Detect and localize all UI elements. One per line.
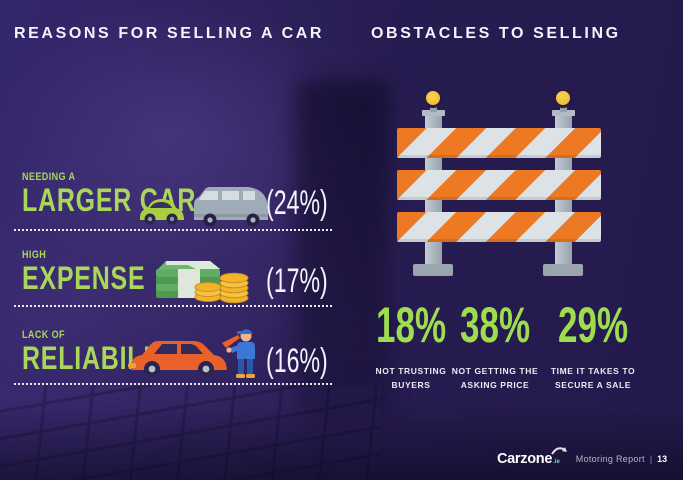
carzone-logo: Carzone .ie [497, 447, 567, 467]
stat-value: 38% [459, 297, 531, 353]
swoosh-icon [550, 446, 567, 456]
background-doorway-shadow [295, 80, 390, 420]
stat-label: NOT TRUSTING BUYERS [375, 366, 447, 391]
page-number: 13 [657, 454, 668, 464]
barrier-post-cap [552, 110, 575, 116]
barrier-striped-bar [397, 128, 601, 158]
warning-light-stem [430, 104, 437, 112]
broken-car-mechanic-icon [126, 323, 268, 381]
reason-label-small: HIGH [22, 249, 47, 261]
warning-light-icon [423, 88, 443, 108]
barrier-foot [543, 264, 583, 276]
reason-value: (17%) [266, 262, 328, 300]
reason-row-reliability: LACK OF RELIABILITY [14, 325, 332, 385]
banknotes-and-coins-icon [152, 250, 252, 304]
reason-label-big: EXPENSE [22, 260, 146, 296]
brand-name: Carzone [497, 451, 553, 467]
obstacle-stat-trusting-buyers: 18% NOT TRUSTING BUYERS [346, 297, 476, 392]
reason-row-expense: HIGH EXPENSE [14, 245, 332, 307]
reason-label: HIGH EXPENSE [22, 249, 180, 296]
stat-label: TIME IT TAKES TO SECURE A SALE [550, 366, 636, 391]
footer: Carzone .ie Motoring Report | 13 [497, 447, 668, 467]
barrier-striped-bar [397, 212, 601, 242]
reason-label-small: NEEDING A [22, 171, 76, 183]
left-section-title: REASONS FOR SELLING A CAR [14, 25, 325, 42]
stat-value: 29% [557, 297, 629, 353]
barrier-foot [413, 264, 453, 276]
obstacle-stat-time-to-sale: 29% TIME IT TAKES TO SECURE A SALE [528, 297, 658, 392]
warning-light-icon [553, 88, 573, 108]
stat-value: 18% [375, 297, 447, 353]
small-car-and-minivan-icon [136, 185, 274, 227]
stat-label: NOT GETTING THE ASKING PRICE [451, 366, 539, 391]
reason-row-larger-car: NEEDING A LARGER CAR (24%) [14, 167, 332, 231]
reason-value: (16%) [266, 342, 328, 380]
obstacle-stat-asking-price: 38% NOT GETTING THE ASKING PRICE [430, 297, 560, 392]
warning-light-stem [560, 104, 567, 112]
brand-suffix: .ie [553, 459, 560, 465]
background-street-shadow [0, 390, 683, 480]
barrier-striped-bar [397, 170, 601, 200]
report-name: Motoring Report [575, 454, 645, 464]
right-section-title: OBSTACLES TO SELLING [371, 25, 621, 42]
barrier-post-cap [422, 110, 445, 116]
reason-label-small: LACK OF [22, 329, 65, 341]
road-barrier-icon [395, 88, 603, 282]
reason-value: (24%) [266, 184, 328, 222]
footer-separator: | [649, 454, 653, 464]
